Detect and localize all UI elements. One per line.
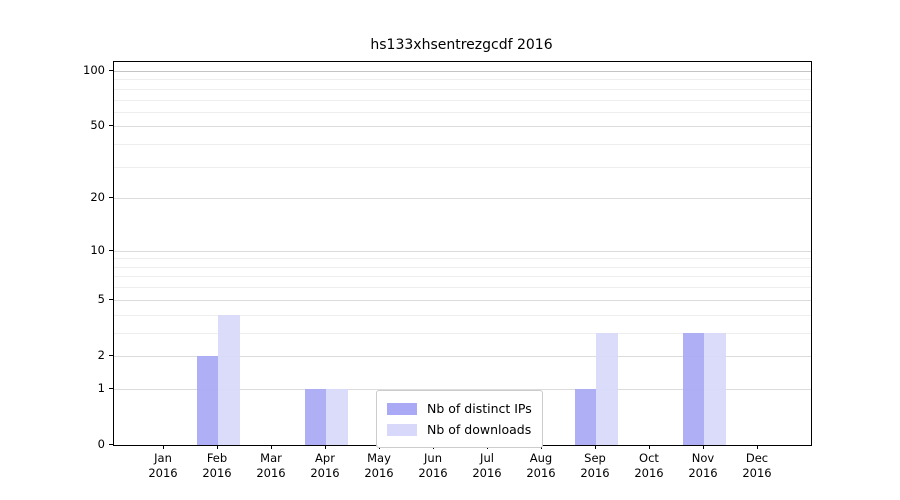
x-tick-mark [703,445,704,449]
gridline-major [114,355,811,357]
gridline-minor [114,144,811,146]
bar-downloads [218,314,240,445]
gridline-minor [114,276,811,278]
y-tick-mark [109,125,113,127]
bar-downloads [596,332,618,445]
x-tick-label: Jul 2016 [472,451,502,480]
y-tick-label: 2 [97,347,105,362]
bar-downloads [704,332,726,445]
gridline-major [114,126,811,128]
gridline-minor [114,314,811,316]
chart-title: hs133xhsentrezgcdf 2016 [370,37,553,53]
x-tick-mark [649,445,650,449]
y-tick-label: 10 [90,242,105,257]
x-tick-mark [595,445,596,449]
gridline-minor [114,88,811,90]
y-tick-mark [109,444,113,445]
y-tick-mark [109,197,113,199]
bar-distinct-ips [682,332,704,445]
x-tick-label: Feb 2016 [202,451,232,480]
gridline-minor [114,287,811,289]
plot-area: Nb of distinct IPs Nb of downloads [113,61,812,448]
y-tick-label: 100 [83,63,105,77]
y-tick-mark [109,354,113,356]
legend-swatch-distinct-ips [387,402,417,415]
x-tick-label: Apr 2016 [310,451,340,480]
y-tick-label: 5 [97,291,105,306]
x-tick-label: Aug 2016 [526,451,556,480]
x-tick-mark [217,445,218,449]
y-tick-mark [109,70,113,71]
gridline-major [114,299,811,301]
x-tick-label: Oct 2016 [634,451,664,480]
x-tick-label: Jun 2016 [418,451,448,480]
y-tick-mark [109,387,113,389]
y-tick-label: 0 [97,437,105,451]
gridline-minor [114,79,811,81]
x-tick-mark [325,445,326,449]
x-tick-mark [163,445,164,449]
x-tick-mark [271,445,272,449]
bar-distinct-ips [304,388,326,445]
x-tick-label: Sep 2016 [580,451,610,480]
bar-distinct-ips [196,355,218,445]
x-tick-label: Nov 2016 [688,451,718,480]
y-tick-label: 20 [90,190,105,205]
gridline-minor [114,258,811,260]
gridline-major [114,198,811,200]
legend-item-downloads: Nb of downloads [387,419,532,440]
legend-label-downloads: Nb of downloads [427,422,532,437]
y-tick-mark [109,298,113,300]
x-tick-label: Mar 2016 [256,451,286,480]
y-tick-mark [109,249,113,251]
x-tick-label: Dec 2016 [742,451,772,480]
legend-label-distinct-ips: Nb of distinct IPs [427,401,532,416]
gridline-major [114,71,811,72]
bar-downloads [326,388,348,445]
gridline-minor [114,332,811,334]
x-tick-mark [757,445,758,449]
legend-swatch-downloads [387,423,417,436]
gridline-minor [114,99,811,101]
bar-distinct-ips [574,388,596,445]
gridline-minor [114,266,811,268]
x-tick-label: Jan 2016 [148,451,178,480]
legend: Nb of distinct IPs Nb of downloads [376,390,543,448]
gridline-major [114,388,811,390]
gridline-minor [114,166,811,168]
legend-item-distinct-ips: Nb of distinct IPs [387,398,532,419]
y-tick-label: 1 [97,380,105,395]
y-tick-label: 50 [90,118,105,133]
gridline-major [114,250,811,252]
gridline-minor [114,111,811,113]
x-tick-label: May 2016 [364,451,394,480]
